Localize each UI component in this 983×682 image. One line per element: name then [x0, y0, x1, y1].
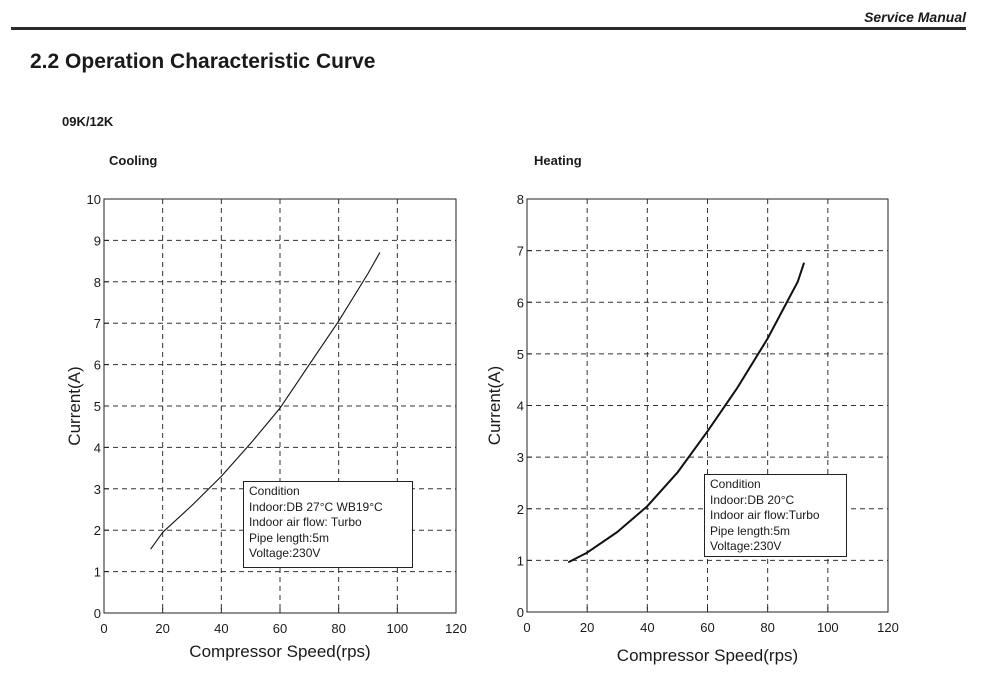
heating-y-tick-label: 1 [517, 553, 524, 568]
heating-x-tick-label: 80 [760, 620, 774, 635]
header-manual-label: Service Manual [864, 9, 966, 25]
heating-condition-line: Pipe length:5m [710, 523, 791, 538]
cooling-y-tick-label: 4 [94, 440, 101, 455]
header-rule [11, 27, 966, 30]
heating-y-tick-label: 8 [517, 192, 524, 207]
heating-current-curve [568, 262, 805, 563]
cooling-x-tick-label: 100 [386, 621, 408, 636]
heating-condition-line: Condition [710, 477, 761, 491]
heating-y-tick-label: 7 [517, 244, 524, 259]
cooling-y-tick-label: 8 [94, 275, 101, 290]
cooling-x-tick-label: 80 [331, 621, 345, 636]
cooling-x-axis-label: Compressor Speed(rps) [189, 642, 370, 661]
cooling-condition-line: Pipe length:5m [249, 530, 330, 545]
section-title: 2.2 Operation Characteristic Curve [30, 50, 376, 73]
heating-x-tick-label: 100 [817, 620, 839, 635]
cooling-y-tick-label: 9 [94, 233, 101, 248]
model-label: 09K/12K [62, 114, 114, 129]
cooling-y-tick-label: 5 [94, 399, 101, 414]
heating-x-tick-label: 60 [700, 620, 714, 635]
cooling-y-axis-label: Current(A) [65, 366, 84, 445]
cooling-y-tick-label: 1 [94, 565, 101, 580]
cooling-x-tick-label: 120 [445, 621, 467, 636]
heating-y-tick-label: 2 [517, 502, 524, 517]
heating-y-tick-label: 6 [517, 295, 524, 310]
cooling-x-tick-label: 20 [155, 621, 169, 636]
heating-x-tick-label: 40 [640, 620, 654, 635]
cooling-x-tick-label: 60 [273, 621, 287, 636]
cooling-y-tick-label: 6 [94, 358, 101, 373]
heating-condition-box: Condition Indoor:DB 20°C Indoor air flow… [704, 474, 847, 557]
cooling-y-tick-label: 7 [94, 316, 101, 331]
cooling-current-curve [150, 252, 381, 550]
heating-condition-line: Indoor:DB 20°C [710, 492, 795, 507]
cooling-y-tick-label: 0 [94, 606, 101, 621]
heating-condition-line: Voltage:230V [710, 539, 782, 553]
heating-y-tick-label: 5 [517, 347, 524, 362]
heating-x-tick-label: 0 [523, 620, 530, 635]
chart-title-heating: Heating [534, 153, 582, 168]
cooling-x-tick-label: 40 [214, 621, 228, 636]
heating-y-axis-label: Current(A) [485, 366, 504, 445]
cooling-condition-line: Voltage:230V [249, 546, 321, 560]
cooling-y-tick-label: 2 [94, 523, 101, 538]
cooling-y-tick-label: 10 [87, 192, 101, 207]
cooling-y-tick-label: 3 [94, 482, 101, 497]
chart-title-cooling: Cooling [109, 153, 158, 168]
heating-y-tick-label: 4 [517, 399, 524, 414]
heating-x-tick-label: 120 [877, 620, 899, 635]
heating-x-tick-label: 20 [580, 620, 594, 635]
heating-y-tick-label: 3 [517, 450, 524, 465]
cooling-x-tick-label: 0 [100, 621, 107, 636]
heating-y-tick-label: 0 [517, 605, 524, 620]
cooling-condition-line: Indoor air flow: Turbo [249, 515, 362, 529]
heating-condition-line: Indoor air flow:Turbo [710, 508, 820, 522]
heating-x-axis-label: Compressor Speed(rps) [617, 646, 798, 665]
cooling-condition-box: Condition Indoor:DB 27°C WB19°C Indoor a… [243, 481, 413, 568]
cooling-condition-line: Condition [249, 484, 300, 498]
cooling-condition-line: Indoor:DB 27°C WB19°C [249, 499, 383, 514]
